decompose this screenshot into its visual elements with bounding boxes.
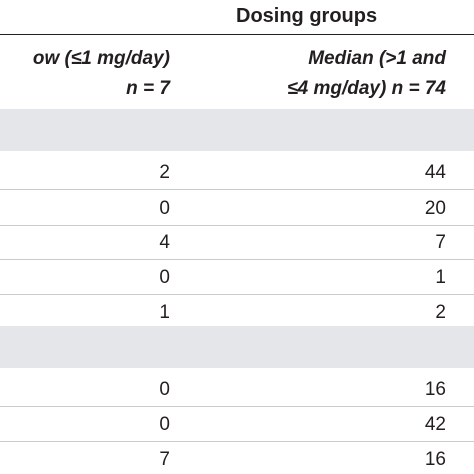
median-dose-header-line1: Median (>1 and bbox=[308, 48, 446, 69]
section-2-band bbox=[0, 326, 474, 368]
row-divider bbox=[0, 225, 474, 226]
row-divider bbox=[0, 294, 474, 295]
row-divider bbox=[0, 441, 474, 442]
section1-row1-median: 44 bbox=[424, 162, 446, 183]
median-dose-header-line2: ≤4 mg/day) n = 74 bbox=[287, 78, 446, 99]
row-divider bbox=[0, 259, 474, 260]
section1-row3-low: 4 bbox=[159, 232, 170, 253]
section2-row2-median: 42 bbox=[424, 414, 446, 435]
section1-row1-low: 2 bbox=[159, 162, 170, 183]
section1-row2-low: 0 bbox=[159, 198, 170, 219]
low-dose-header-line1: ow (≤1 mg/day) bbox=[32, 48, 170, 69]
section1-row5-low: 1 bbox=[159, 302, 170, 323]
section-1-band bbox=[0, 109, 474, 151]
section1-row2-median: 20 bbox=[424, 198, 446, 219]
row-divider bbox=[0, 189, 474, 190]
section1-row5-median: 2 bbox=[435, 302, 446, 323]
section2-row1-median: 16 bbox=[424, 379, 446, 400]
low-dose-header-line2: n = 7 bbox=[126, 78, 170, 99]
section1-row4-low: 0 bbox=[159, 267, 170, 288]
dosing-groups-heading: Dosing groups bbox=[236, 5, 378, 27]
section2-row1-low: 0 bbox=[159, 379, 170, 400]
section2-row2-low: 0 bbox=[159, 414, 170, 435]
section1-row3-median: 7 bbox=[435, 232, 446, 253]
median-dose-column-header: Median (>1 and ≤4 mg/day) n = 74 bbox=[287, 44, 446, 104]
section2-row3-low: 7 bbox=[159, 449, 170, 470]
row-divider bbox=[0, 406, 474, 407]
header-divider bbox=[0, 34, 474, 35]
section2-row3-median: 16 bbox=[424, 449, 446, 470]
low-dose-column-header: ow (≤1 mg/day) n = 7 bbox=[33, 44, 170, 104]
section1-row4-median: 1 bbox=[435, 267, 446, 288]
